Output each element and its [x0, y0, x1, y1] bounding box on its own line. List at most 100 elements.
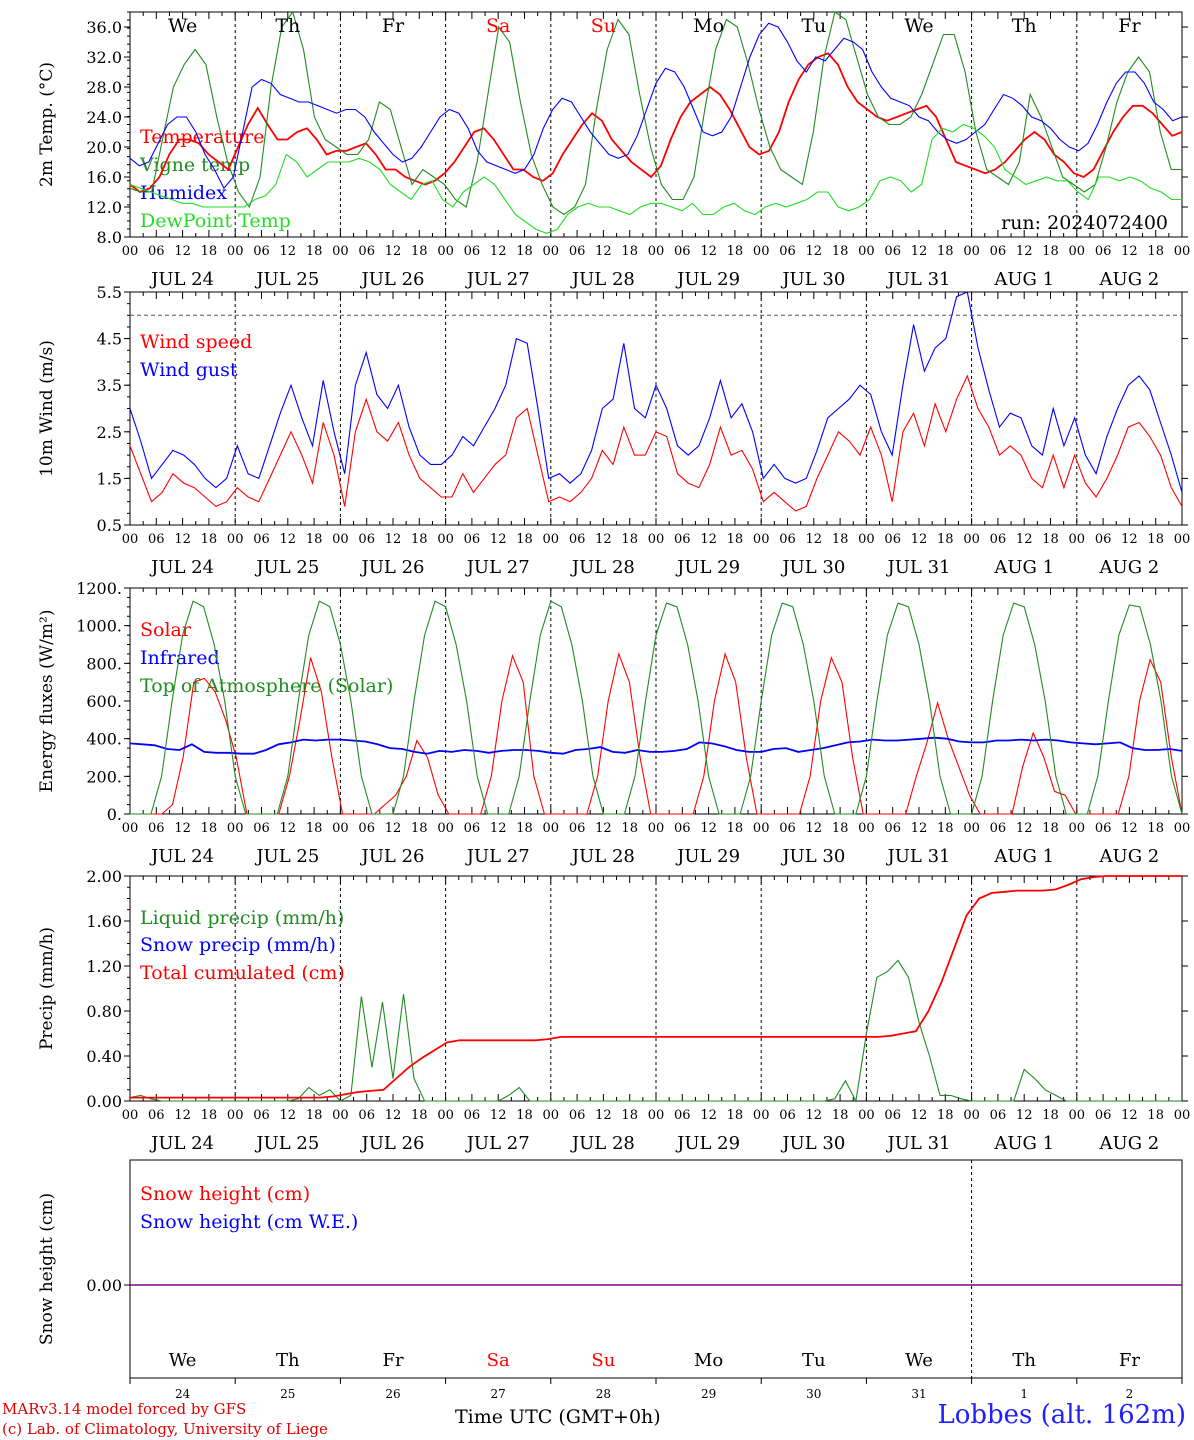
- hour-tick-label: 00: [543, 244, 560, 259]
- date-label: JUL 26: [360, 269, 425, 290]
- hour-tick-label: 18: [621, 821, 638, 836]
- weekday-label: Tu: [801, 15, 826, 37]
- hour-tick-label: 00: [437, 532, 454, 547]
- hour-tick-label: 12: [1016, 532, 1033, 547]
- hour-tick-label: 12: [911, 532, 928, 547]
- date-label: AUG 1: [993, 846, 1054, 867]
- date-label: JUL 29: [675, 1133, 740, 1154]
- y-tick-label: 0.00: [86, 1276, 122, 1295]
- hour-tick-label: 12: [595, 532, 612, 547]
- hour-tick-label: 00: [227, 244, 244, 259]
- hour-tick-label: 00: [1174, 532, 1191, 547]
- legend-entry: Snow precip (mm/h): [140, 934, 336, 956]
- hour-tick-label: 00: [648, 244, 665, 259]
- hour-tick-label: 12: [174, 821, 191, 836]
- date-label: JUL 27: [465, 846, 530, 867]
- hour-tick-label: 06: [358, 821, 375, 836]
- hour-tick-label: 12: [1016, 821, 1033, 836]
- date-label: JUL 27: [465, 1133, 530, 1154]
- hour-tick-label: 12: [700, 244, 717, 259]
- legend-entry: Snow height (cm W.E.): [140, 1211, 358, 1233]
- hour-tick-label: 00: [332, 532, 349, 547]
- weekday-label: We: [169, 1350, 197, 1371]
- date-label: JUL 26: [360, 1133, 425, 1154]
- x-axis-label: Time UTC (GMT+0h): [455, 1406, 661, 1428]
- hour-tick-label: 18: [832, 244, 849, 259]
- hour-tick-label: 06: [1095, 532, 1112, 547]
- hour-tick-label: 00: [332, 244, 349, 259]
- hour-tick-label: 06: [990, 1108, 1007, 1123]
- y-tick-label: 400.: [86, 730, 122, 749]
- series-line: [129, 10, 1182, 216]
- hour-tick-label: 12: [490, 821, 507, 836]
- hour-tick-label: 00: [753, 244, 770, 259]
- hour-tick-label: 06: [464, 244, 481, 259]
- date-label: JUL 30: [780, 846, 845, 867]
- date-label: JUL 28: [570, 846, 635, 867]
- hour-tick-label: 06: [148, 1108, 165, 1123]
- hour-tick-label: 18: [411, 244, 428, 259]
- weekday-label: Fr: [1119, 1350, 1140, 1371]
- hour-tick-label: 12: [280, 244, 297, 259]
- hour-tick-label: 12: [385, 532, 402, 547]
- hour-tick-label: 12: [1121, 821, 1138, 836]
- legend-entry: Top of Atmosphere (Solar): [140, 675, 393, 697]
- hour-tick-label: 12: [385, 1108, 402, 1123]
- date-label: JUL 24: [149, 846, 214, 867]
- hour-tick-label: 12: [700, 532, 717, 547]
- hour-tick-label: 18: [306, 244, 323, 259]
- hour-tick-label: 06: [674, 821, 691, 836]
- y-axis-label: Energy fluxes (W/m²): [37, 610, 57, 793]
- y-tick-label: 36.0: [86, 18, 122, 37]
- legend-entry: Snow height (cm): [140, 1183, 310, 1205]
- hour-tick-label: 06: [358, 532, 375, 547]
- hour-tick-label: 18: [411, 821, 428, 836]
- hour-tick-label: 06: [990, 821, 1007, 836]
- weekday-label: Tu: [802, 1350, 826, 1371]
- day-number-label: 26: [385, 1387, 400, 1401]
- date-label: AUG 1: [993, 1133, 1054, 1154]
- hour-tick-label: 00: [543, 532, 560, 547]
- legend-entry: DewPoint Temp: [140, 210, 291, 232]
- hour-tick-label: 18: [306, 821, 323, 836]
- hour-tick-label: 12: [280, 532, 297, 547]
- date-label: JUL 31: [886, 269, 951, 290]
- y-tick-label: 20.0: [86, 138, 122, 157]
- series-line: [130, 651, 1183, 815]
- hour-tick-label: 06: [1095, 1108, 1112, 1123]
- y-tick-label: 3.5: [97, 376, 122, 395]
- y-tick-label: 0.40: [86, 1047, 122, 1066]
- hour-tick-label: 12: [1121, 1108, 1138, 1123]
- weekday-label: Fr: [1118, 15, 1141, 37]
- hour-tick-label: 00: [858, 1108, 875, 1123]
- hour-tick-label: 12: [595, 821, 612, 836]
- hour-tick-label: 00: [1069, 821, 1086, 836]
- hour-tick-label: 18: [411, 532, 428, 547]
- hour-tick-label: 18: [727, 821, 744, 836]
- hour-tick-label: 12: [490, 244, 507, 259]
- legend-entry: Solar: [140, 619, 192, 641]
- date-label: JUL 29: [675, 269, 740, 290]
- date-label: JUL 29: [675, 557, 740, 578]
- legend-entry: Wind speed: [140, 331, 252, 353]
- hour-tick-label: 00: [122, 1108, 139, 1123]
- day-number-label: 2: [1126, 1387, 1134, 1401]
- run-label: run: 2024072400: [1001, 212, 1168, 234]
- hour-tick-label: 00: [1069, 532, 1086, 547]
- legend-entry: Liquid precip (mm/h): [140, 907, 344, 929]
- hour-tick-label: 06: [779, 532, 796, 547]
- hour-tick-label: 06: [148, 821, 165, 836]
- y-tick-label: 5.5: [97, 283, 122, 302]
- series-line: [129, 123, 1182, 234]
- hour-tick-label: 06: [253, 532, 270, 547]
- hour-tick-label: 00: [227, 821, 244, 836]
- hour-tick-label: 06: [674, 532, 691, 547]
- date-label: AUG 2: [1099, 269, 1160, 290]
- date-label: JUL 25: [254, 846, 319, 867]
- day-number-label: 1: [1020, 1387, 1028, 1401]
- weekday-label: We: [904, 15, 933, 37]
- hour-tick-label: 18: [1147, 821, 1164, 836]
- hour-tick-label: 06: [569, 244, 586, 259]
- series-line: [129, 52, 1183, 194]
- credit-line-2: (c) Lab. of Climatology, University of L…: [2, 1420, 328, 1438]
